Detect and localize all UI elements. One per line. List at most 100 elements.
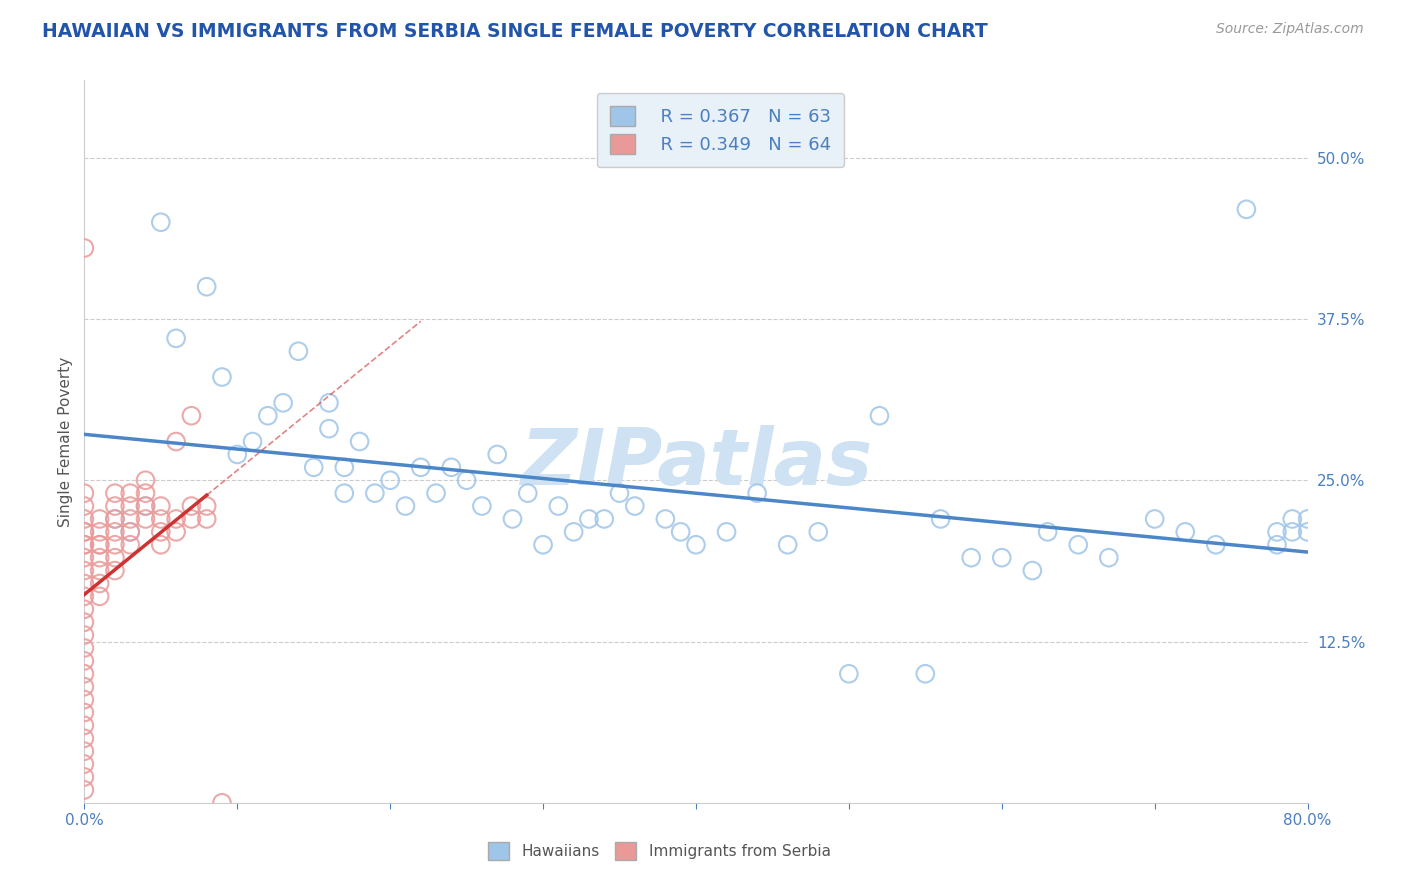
Point xyxy=(1296,524,1319,539)
Point xyxy=(1036,524,1059,539)
Point xyxy=(120,499,142,513)
Point xyxy=(135,486,157,500)
Point xyxy=(654,512,676,526)
Point xyxy=(149,524,172,539)
Point xyxy=(73,590,96,604)
Point xyxy=(1098,550,1121,565)
Point xyxy=(120,524,142,539)
Point xyxy=(1021,564,1043,578)
Point xyxy=(73,538,96,552)
Point xyxy=(165,524,187,539)
Point xyxy=(89,590,111,604)
Point xyxy=(73,680,96,694)
Point xyxy=(73,524,96,539)
Point xyxy=(104,550,127,565)
Point xyxy=(73,628,96,642)
Point xyxy=(195,512,218,526)
Point xyxy=(73,241,96,255)
Point xyxy=(333,486,356,500)
Point xyxy=(562,524,585,539)
Point xyxy=(135,512,157,526)
Point xyxy=(1296,512,1319,526)
Point xyxy=(456,473,478,487)
Point xyxy=(838,666,860,681)
Point xyxy=(73,692,96,706)
Point xyxy=(318,422,340,436)
Point xyxy=(120,538,142,552)
Point xyxy=(486,447,509,461)
Point xyxy=(318,396,340,410)
Point xyxy=(669,524,692,539)
Point xyxy=(73,718,96,732)
Point xyxy=(440,460,463,475)
Point xyxy=(349,434,371,449)
Point xyxy=(502,512,524,526)
Text: HAWAIIAN VS IMMIGRANTS FROM SERBIA SINGLE FEMALE POVERTY CORRELATION CHART: HAWAIIAN VS IMMIGRANTS FROM SERBIA SINGL… xyxy=(42,22,988,41)
Point xyxy=(271,396,294,410)
Point xyxy=(149,499,172,513)
Point xyxy=(104,512,127,526)
Point xyxy=(195,499,218,513)
Point xyxy=(89,576,111,591)
Text: ZIPatlas: ZIPatlas xyxy=(520,425,872,501)
Point xyxy=(333,460,356,475)
Point xyxy=(869,409,891,423)
Point xyxy=(73,744,96,758)
Point xyxy=(89,538,111,552)
Point xyxy=(104,499,127,513)
Point xyxy=(73,615,96,630)
Point xyxy=(73,499,96,513)
Point xyxy=(104,486,127,500)
Point xyxy=(165,331,187,345)
Text: Source: ZipAtlas.com: Source: ZipAtlas.com xyxy=(1216,22,1364,37)
Point xyxy=(1265,538,1288,552)
Point xyxy=(73,550,96,565)
Point xyxy=(149,215,172,229)
Point xyxy=(149,512,172,526)
Point xyxy=(1143,512,1166,526)
Point xyxy=(914,666,936,681)
Point xyxy=(716,524,738,539)
Point xyxy=(609,486,631,500)
Point xyxy=(1067,538,1090,552)
Point xyxy=(180,409,202,423)
Point xyxy=(89,550,111,565)
Point xyxy=(180,499,202,513)
Point xyxy=(135,499,157,513)
Point xyxy=(226,447,249,461)
Point xyxy=(165,434,187,449)
Point xyxy=(89,564,111,578)
Point xyxy=(89,524,111,539)
Point xyxy=(578,512,600,526)
Point xyxy=(73,538,96,552)
Point xyxy=(747,486,769,500)
Point xyxy=(425,486,447,500)
Point xyxy=(104,524,127,539)
Point xyxy=(991,550,1014,565)
Point xyxy=(73,524,96,539)
Point xyxy=(73,770,96,784)
Point xyxy=(287,344,309,359)
Point xyxy=(1174,524,1197,539)
Point xyxy=(135,473,157,487)
Point xyxy=(807,524,830,539)
Point xyxy=(1281,524,1303,539)
Point xyxy=(257,409,280,423)
Point xyxy=(685,538,707,552)
Point xyxy=(120,512,142,526)
Point xyxy=(776,538,799,552)
Point xyxy=(593,512,616,526)
Point xyxy=(242,434,264,449)
Point xyxy=(120,524,142,539)
Point xyxy=(104,564,127,578)
Point xyxy=(516,486,538,500)
Point xyxy=(929,512,952,526)
Point xyxy=(302,460,325,475)
Point xyxy=(73,564,96,578)
Point xyxy=(165,512,187,526)
Point xyxy=(89,538,111,552)
Point xyxy=(89,512,111,526)
Point xyxy=(547,499,569,513)
Point xyxy=(73,602,96,616)
Point xyxy=(1236,202,1258,217)
